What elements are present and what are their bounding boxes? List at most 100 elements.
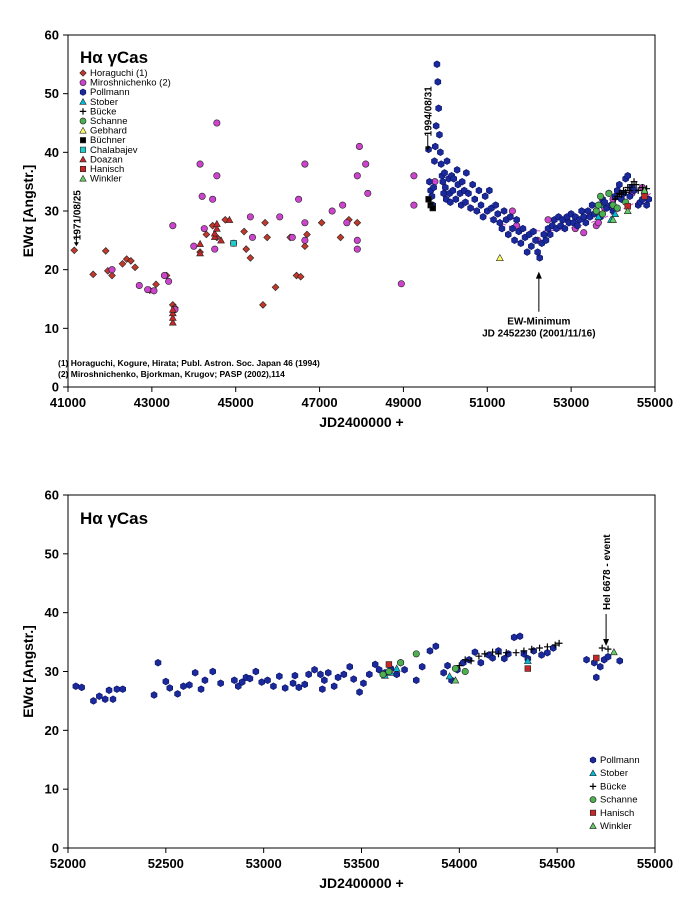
data-point — [276, 672, 283, 680]
series-doazan — [168, 215, 234, 326]
data-point — [301, 242, 309, 251]
data-point — [212, 219, 221, 227]
legend-marker — [589, 783, 597, 790]
data-point — [546, 230, 554, 239]
data-point — [350, 675, 357, 683]
reference-note: (2) Miroshnichenko, Bjorkman, Krugov; PA… — [58, 369, 285, 379]
data-point — [516, 632, 524, 640]
data-point — [426, 647, 434, 655]
data-point — [295, 683, 303, 692]
series-schanne — [592, 189, 630, 218]
legend-marker — [79, 174, 87, 182]
data-point — [240, 227, 248, 236]
data-point — [598, 644, 606, 652]
data-point — [509, 224, 516, 233]
data-point — [609, 215, 617, 223]
data-point — [582, 218, 590, 227]
data-point — [507, 213, 514, 221]
data-point — [263, 233, 271, 242]
data-point — [431, 157, 438, 165]
data-point — [453, 166, 461, 174]
data-point — [118, 259, 127, 268]
data-point — [317, 218, 326, 227]
data-point — [371, 660, 379, 669]
legend-label: Büchner — [90, 135, 125, 146]
data-point — [72, 682, 80, 690]
annotation-label: JD 2452230 (2001/11/16) — [482, 329, 595, 340]
data-point — [288, 233, 296, 241]
legend-marker — [589, 769, 597, 777]
data-point — [231, 676, 238, 685]
data-point — [261, 218, 269, 227]
data-point — [465, 189, 472, 198]
data-point — [200, 225, 208, 233]
legend: Pollmann Stober Bücke Schanne Hanisch Winkler — [589, 755, 640, 832]
y-tick-label: 0 — [52, 380, 59, 395]
data-point — [447, 198, 454, 206]
data-point — [441, 169, 448, 177]
data-point — [305, 670, 312, 679]
data-point — [604, 653, 612, 661]
data-point — [462, 198, 469, 206]
data-point — [385, 667, 393, 676]
y-tick-label: 40 — [45, 145, 59, 160]
y-tick-label: 60 — [45, 488, 59, 503]
data-point — [452, 195, 460, 204]
data-point — [401, 665, 408, 674]
data-point — [458, 177, 466, 186]
data-point — [271, 283, 280, 292]
data-point — [511, 236, 518, 245]
data-point — [248, 233, 257, 241]
data-point — [393, 670, 401, 679]
legend-marker — [79, 155, 87, 163]
data-point — [632, 181, 640, 188]
data-point — [259, 301, 267, 309]
data-point — [296, 272, 305, 281]
data-point — [101, 695, 109, 703]
chart-title: Hα γCas — [80, 48, 148, 67]
series-chalabajev — [230, 240, 237, 247]
y-axis-label: EWα [Angstr.] — [20, 625, 36, 718]
data-point — [150, 691, 158, 699]
data-point — [311, 665, 318, 674]
data-point — [301, 680, 309, 689]
data-point — [630, 186, 638, 195]
data-point — [90, 697, 97, 705]
series-gebhard — [495, 253, 504, 261]
data-point — [339, 201, 347, 209]
data-point — [353, 218, 362, 227]
data-point — [209, 195, 217, 203]
data-point — [574, 221, 581, 230]
data-point — [643, 201, 650, 209]
data-point — [217, 236, 225, 244]
data-point — [101, 247, 110, 255]
legend-marker — [79, 108, 87, 115]
data-point — [328, 207, 336, 215]
x-tick-label: 55000 — [637, 395, 673, 410]
legend-label: Bücke — [90, 106, 116, 117]
legend-label: Winkler — [600, 821, 632, 832]
legend-marker — [589, 822, 597, 829]
data-point — [532, 236, 539, 245]
data-point — [594, 212, 603, 220]
data-point — [108, 271, 116, 280]
legend-label: Miroshnichenko (2) — [90, 78, 171, 89]
data-point — [113, 685, 121, 693]
data-point — [528, 242, 535, 250]
data-point — [366, 670, 373, 679]
x-tick-label: 53000 — [553, 395, 589, 410]
data-point — [375, 665, 383, 674]
data-point — [355, 142, 363, 150]
data-point — [513, 216, 520, 224]
data-point — [291, 671, 299, 680]
y-tick-label: 30 — [45, 204, 59, 219]
data-point — [451, 665, 459, 673]
y-tick-label: 40 — [45, 605, 59, 620]
data-point — [252, 667, 260, 676]
data-point — [131, 263, 139, 272]
data-point — [213, 172, 221, 180]
data-point — [89, 270, 97, 279]
data-point — [593, 654, 600, 662]
data-point — [504, 230, 512, 239]
data-point — [616, 657, 624, 665]
